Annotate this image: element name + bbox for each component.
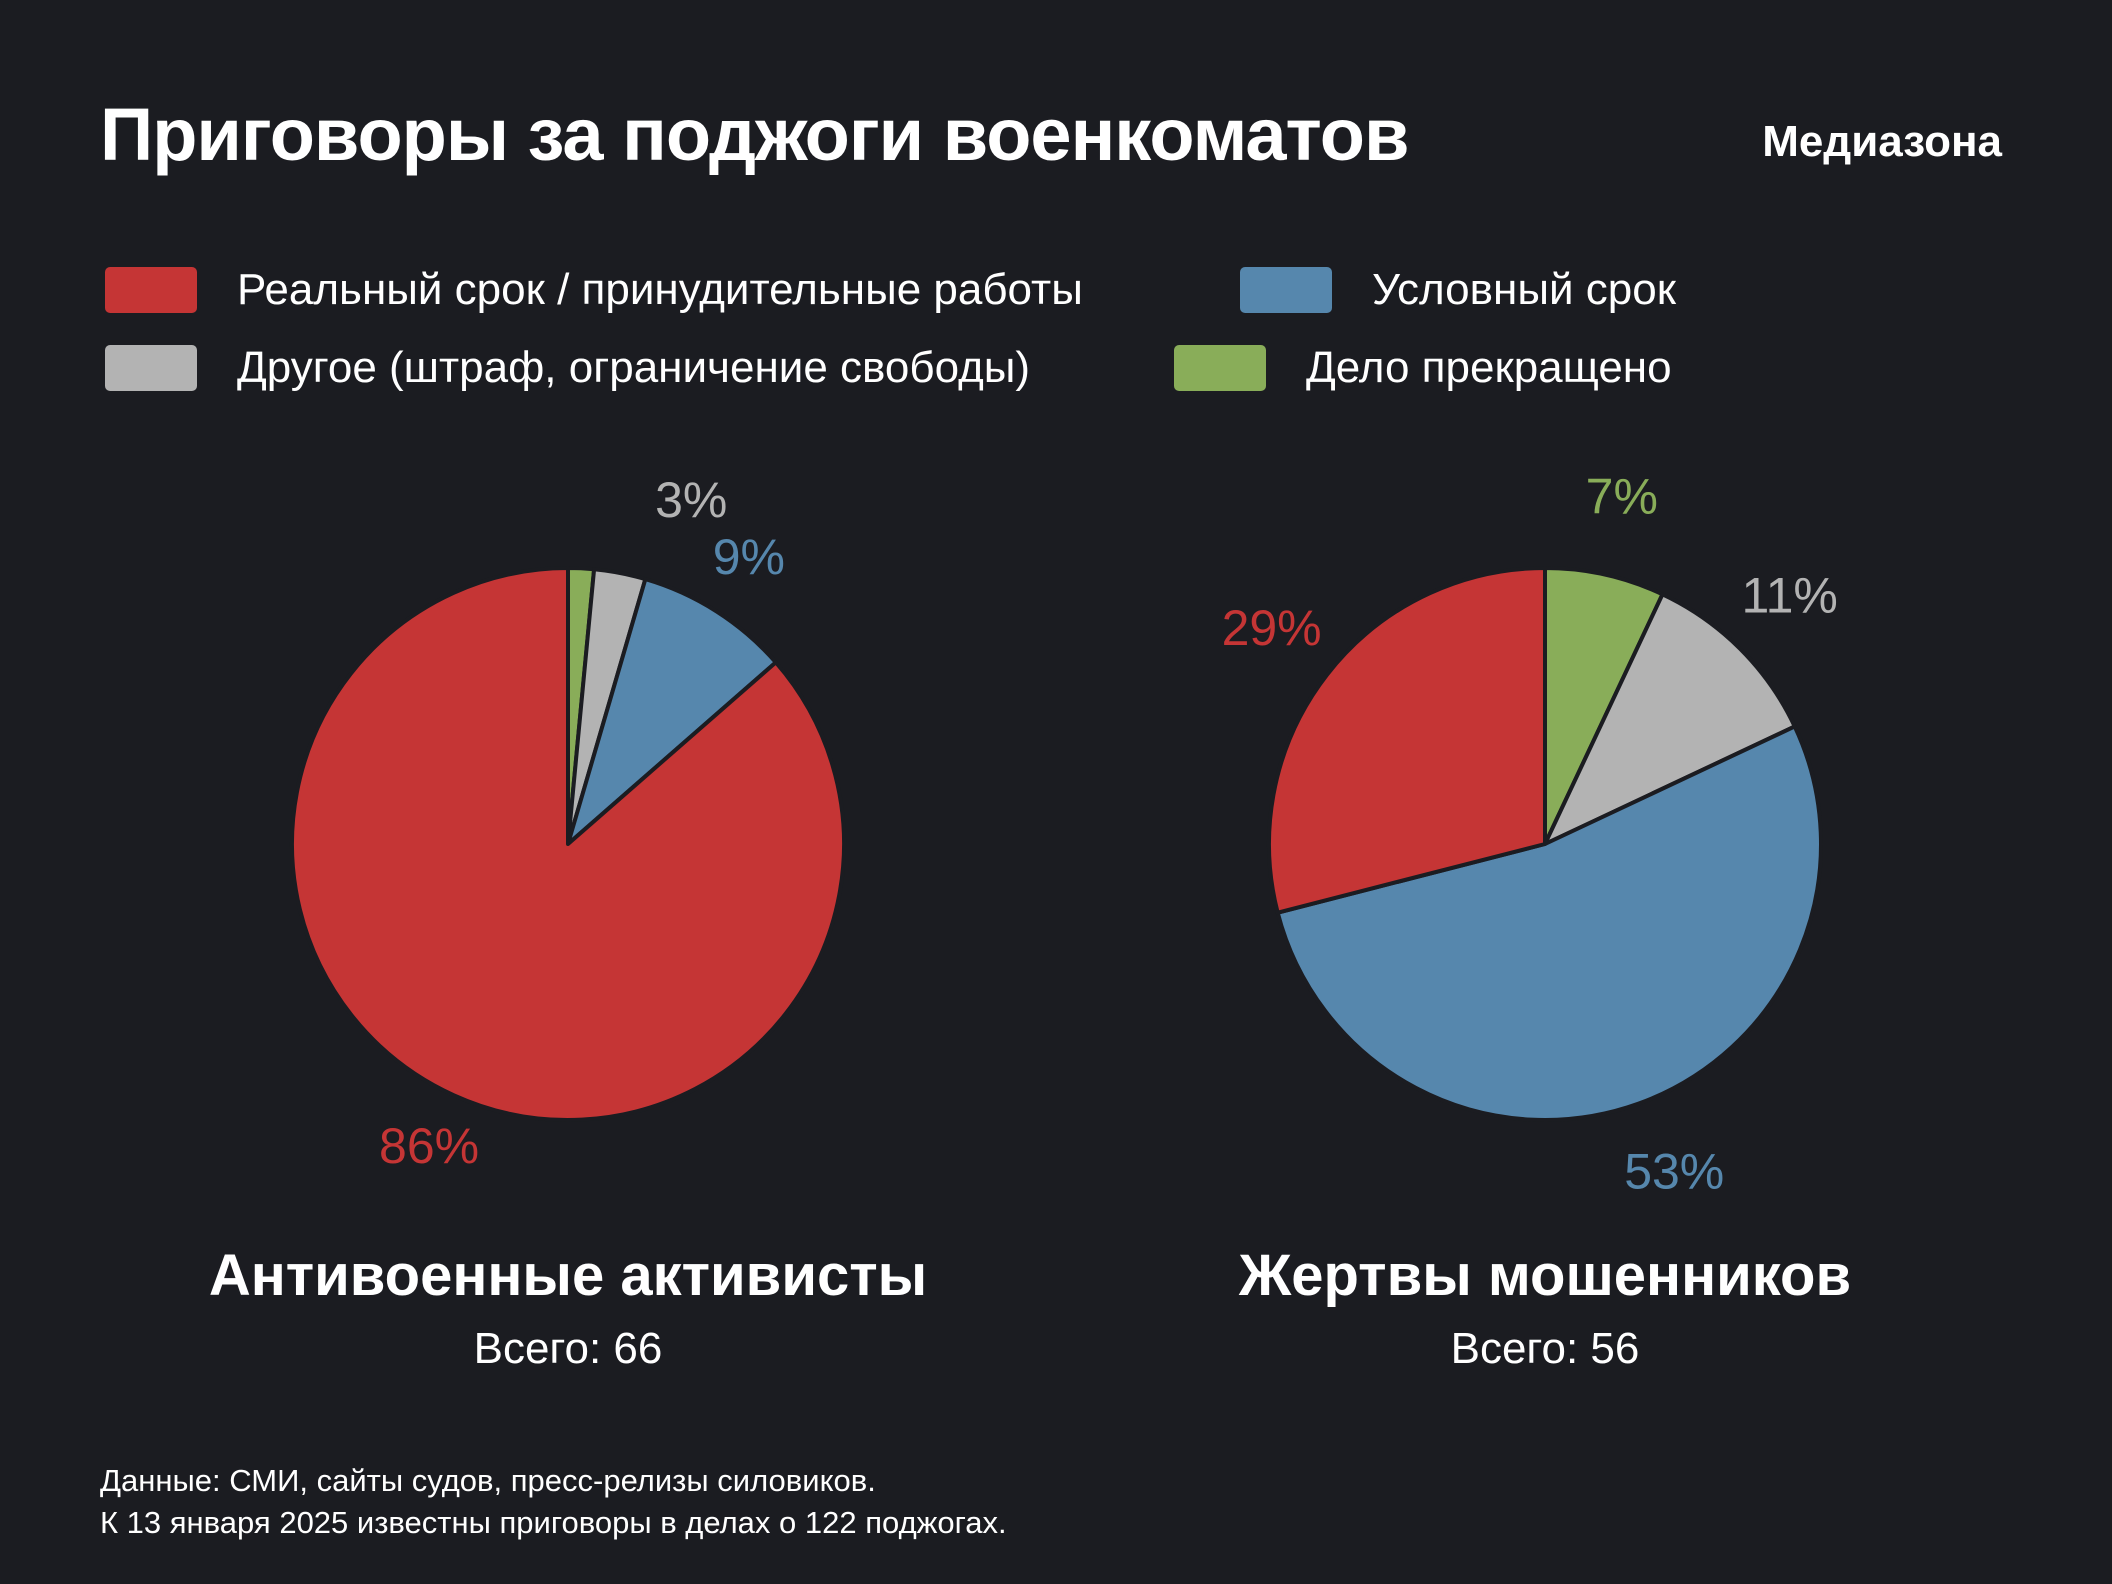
legend-swatch [105,267,197,313]
slice-label: 53% [1624,1143,1724,1199]
chart-caption-activists: Антивоенные активисты Всего: 66 [118,1247,1018,1371]
legend-item-dismissed: Дело прекращено [1174,338,1672,398]
slice-label: 9% [713,529,785,585]
pie-slice [1543,566,1665,846]
chart-title: Жертвы мошенников [1238,1243,1852,1308]
legend-item-real-term: Реальный срок / принудительные работы [105,260,1083,320]
legend-label: Условный срок [1372,265,1676,314]
pie-charts: 3%9% 86% 7% 11% 53% 29% [290,469,1838,1199]
footnote: Данные: СМИ, сайты судов, пресс-релизы с… [100,1460,1007,1544]
footnote-line: Данные: СМИ, сайты судов, пресс-релизы с… [100,1463,876,1498]
legend-swatch [1240,267,1332,313]
slice-label: 3% [655,472,727,528]
pie-slice [290,566,846,1122]
brand-logo: Медиазона [1762,117,2002,166]
legend-label: Реальный срок / принудительные работы [237,265,1083,314]
chart-total: Всего: 66 [473,1324,663,1373]
legend-item-suspended: Условный срок [1240,260,1676,320]
pie-slice [1275,724,1823,1122]
slice-label: 7% [1586,469,1658,525]
legend-label: Другое (штраф, ограничение свободы) [237,343,1031,392]
pie-slice [1543,592,1797,846]
pie-slice [566,577,778,846]
footnote-line: К 13 января 2025 известны приговоры в де… [100,1505,1007,1540]
chart-caption-scam-victims: Жертвы мошенников Всего: 56 [1095,1247,1995,1371]
legend-swatch [1174,345,1266,391]
slice-label: 11% [1741,568,1837,624]
chart-title: Антивоенные активисты [208,1243,928,1308]
legend-label: Дело прекращено [1306,343,1672,392]
page-title: Приговоры за поджоги военкоматов [100,93,1409,176]
legend: Реальный срок / принудительные работы Ус… [105,260,1805,400]
chart-total: Всего: 56 [1450,1324,1640,1373]
legend-item-other: Другое (штраф, ограничение свободы) [105,338,1030,398]
slice-label: 86% [379,1118,479,1174]
pie-slice [1267,566,1547,915]
slice-label: 29% [1222,600,1322,656]
legend-swatch [105,345,197,391]
